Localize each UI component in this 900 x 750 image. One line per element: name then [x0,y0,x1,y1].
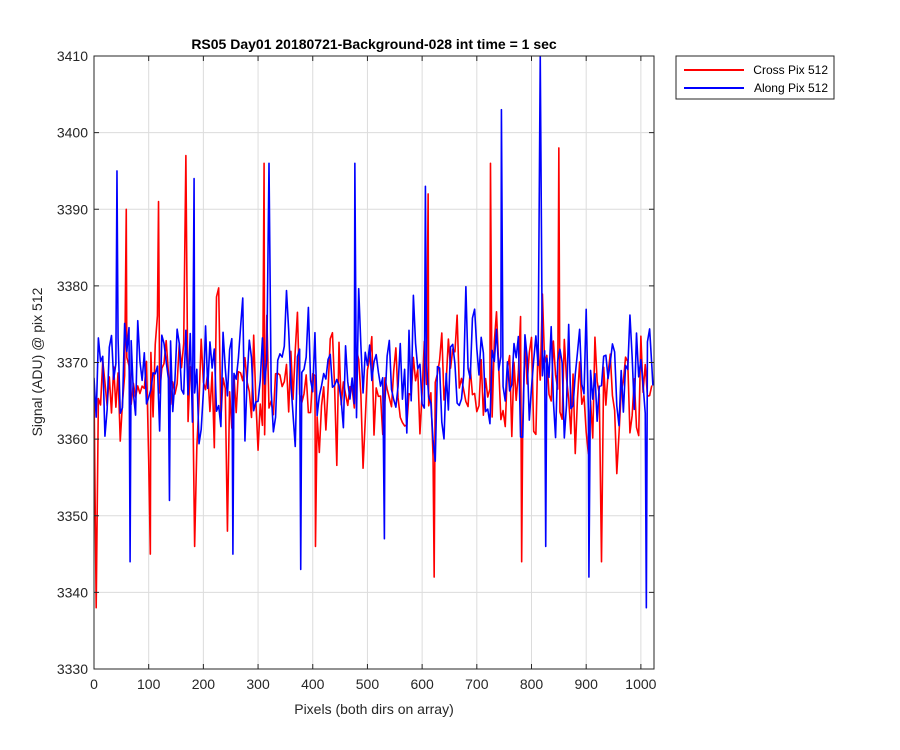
x-axis-label: Pixels (both dirs on array) [294,701,454,717]
x-tick-label: 400 [301,676,325,692]
x-tick-label: 500 [356,676,380,692]
y-tick-label: 3410 [57,48,88,64]
y-axis-label: Signal (ADU) @ pix 512 [29,287,45,436]
series-layer [94,56,654,609]
x-tick-label: 300 [246,676,270,692]
y-tick-label: 3360 [57,431,88,447]
y-tick-label: 3370 [57,355,88,371]
legend-box [675,55,835,100]
x-tick-label: 200 [192,676,216,692]
y-tick-label: 3350 [57,508,88,524]
legend: Cross Pix 512 Along Pix 512 [675,55,835,100]
chart-title: RS05 Day01 20180721-Background-028 int t… [191,36,557,52]
y-tick-label: 3400 [57,125,88,141]
y-tick-label: 3390 [57,201,88,217]
x-tick-label: 800 [520,676,544,692]
x-tick-label: 700 [465,676,489,692]
axes: 0 100 200 300 400 500 600 700 800 900 1000 3330 3340… [57,48,657,692]
x-tick-label: 0 [90,676,98,692]
legend-label-cross-pix: Cross Pix 512 [753,63,828,77]
y-tick-label: 3380 [57,278,88,294]
legend-label-along-pix: Along Pix 512 [754,81,828,95]
x-tick-label: 900 [575,676,599,692]
y-tick-label: 3340 [57,584,88,600]
x-tick-label: 1000 [625,676,656,692]
x-tick-label: 600 [410,676,434,692]
y-tick-label: 3330 [57,661,88,677]
x-tick-label: 100 [137,676,161,692]
series-line-along-pix-512 [94,56,654,609]
